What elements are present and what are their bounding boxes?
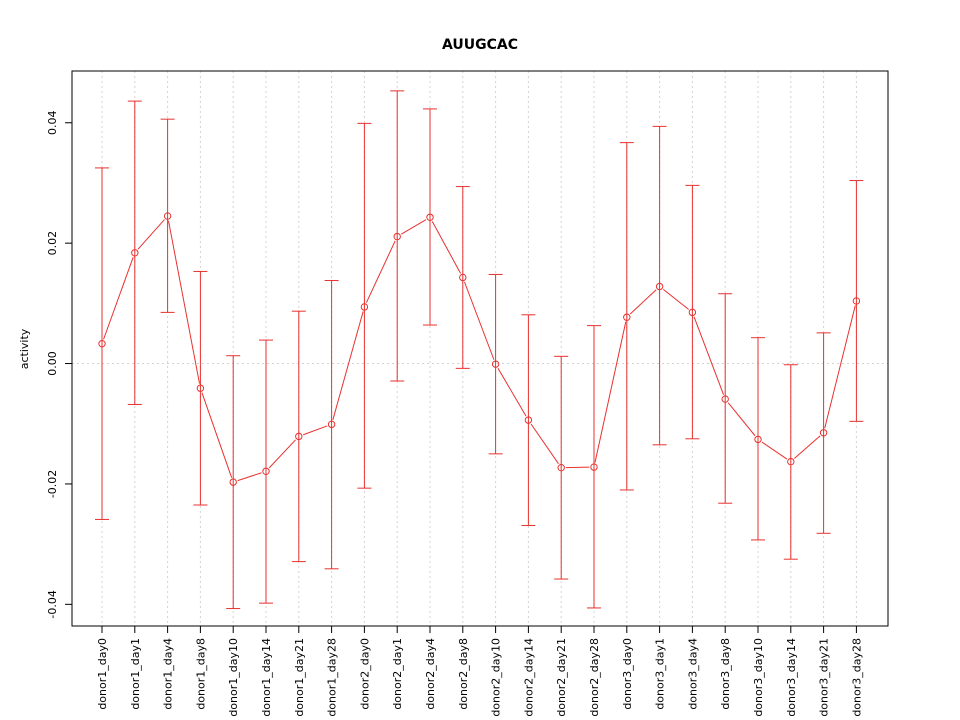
- data-point: [426, 213, 434, 221]
- line-segment: [237, 472, 262, 482]
- data-point: [787, 457, 795, 466]
- x-tick-label: donor2_day10: [490, 638, 503, 717]
- x-tick-label: donor3_day8: [719, 638, 732, 710]
- error-bars: [95, 90, 864, 610]
- line-segment: [530, 423, 559, 465]
- x-tick-label: donor1_day8: [194, 638, 207, 710]
- data-point: [819, 429, 828, 437]
- x-tick-label: donor3_day14: [785, 638, 798, 717]
- line-segment: [497, 367, 527, 417]
- data-point: [557, 463, 565, 472]
- grid-layer: [72, 71, 888, 626]
- series-points: [98, 212, 861, 486]
- y-tick-label: 0.02: [46, 231, 59, 256]
- data-point: [196, 384, 205, 392]
- line-segment: [761, 441, 788, 460]
- line-segment: [594, 321, 627, 463]
- y-axis-label: activity: [18, 328, 31, 369]
- x-tick-label: donor2_day1: [391, 638, 404, 710]
- x-tick-label: donor3_day21: [818, 638, 831, 717]
- data-point: [721, 395, 729, 403]
- x-axis: donor1_day0 donor1_day1 donor1_day4 donor1_…: [96, 626, 863, 717]
- line-segment: [727, 402, 756, 437]
- x-tick-label: donor2_day0: [358, 638, 371, 710]
- x-tick-label: donor1_day0: [96, 638, 109, 710]
- x-tick-label: donor1_day21: [293, 638, 306, 717]
- line-segment: [303, 425, 328, 436]
- data-point: [360, 303, 369, 311]
- data-point: [655, 282, 664, 291]
- y-tick-label: 0.04: [46, 111, 59, 136]
- line-segment: [693, 316, 725, 395]
- line-segment: [431, 221, 461, 274]
- x-tick-label: donor1_day1: [129, 638, 142, 710]
- x-tick-label: donor1_day4: [162, 638, 175, 710]
- data-point: [98, 339, 106, 348]
- data-point: [229, 478, 237, 486]
- series-line: [103, 219, 856, 482]
- data-point: [590, 463, 598, 471]
- data-point: [295, 432, 303, 441]
- data-point: [459, 273, 467, 282]
- chart-title: AUUGCAC: [442, 37, 518, 53]
- data-point: [393, 232, 401, 241]
- data-point: [524, 416, 533, 424]
- line-segment: [824, 305, 856, 429]
- data-point: [754, 435, 762, 444]
- x-tick-label: donor3_day0: [621, 638, 634, 710]
- x-tick-label: donor3_day1: [654, 638, 667, 710]
- line-segment: [365, 240, 396, 303]
- data-point: [491, 360, 500, 368]
- data-point: [623, 313, 631, 321]
- line-segment: [629, 289, 657, 315]
- x-tick-label: donor2_day8: [457, 638, 470, 710]
- data-point: [163, 212, 172, 220]
- x-tick-label: donor1_day10: [227, 638, 240, 717]
- line-segment: [332, 311, 364, 420]
- x-tick-label: donor1_day14: [260, 638, 273, 717]
- x-tick-label: donor1_day28: [326, 638, 339, 717]
- line-segment: [268, 439, 296, 469]
- plot-frame: [71, 70, 889, 627]
- y-tick-label: -0.04: [46, 590, 59, 618]
- data-point: [688, 308, 697, 317]
- line-segment: [103, 257, 134, 340]
- data-point: [327, 420, 336, 429]
- x-tick-label: donor2_day28: [588, 638, 601, 717]
- data-point: [131, 249, 139, 257]
- x-tick-label: donor3_day4: [686, 638, 699, 710]
- line-segment: [201, 392, 233, 478]
- x-tick-label: donor3_day10: [752, 638, 765, 717]
- y-axis: -0.04 -0.02 0.00 0.02 0.04: [46, 111, 72, 619]
- line-segment: [793, 435, 821, 459]
- line-segment: [463, 281, 495, 360]
- data-point: [852, 297, 861, 305]
- line-segment: [400, 219, 427, 235]
- x-tick-label: donor3_day28: [850, 638, 863, 717]
- y-tick-label: 0.00: [46, 351, 59, 376]
- x-tick-label: donor2_day21: [555, 638, 568, 717]
- data-point: [262, 467, 270, 475]
- line-segment: [167, 220, 201, 384]
- x-tick-label: donor2_day4: [424, 638, 437, 710]
- y-tick-label: -0.02: [46, 470, 59, 498]
- x-tick-label: donor2_day14: [522, 638, 535, 717]
- line-segment: [137, 219, 165, 250]
- line-segment: [662, 289, 690, 310]
